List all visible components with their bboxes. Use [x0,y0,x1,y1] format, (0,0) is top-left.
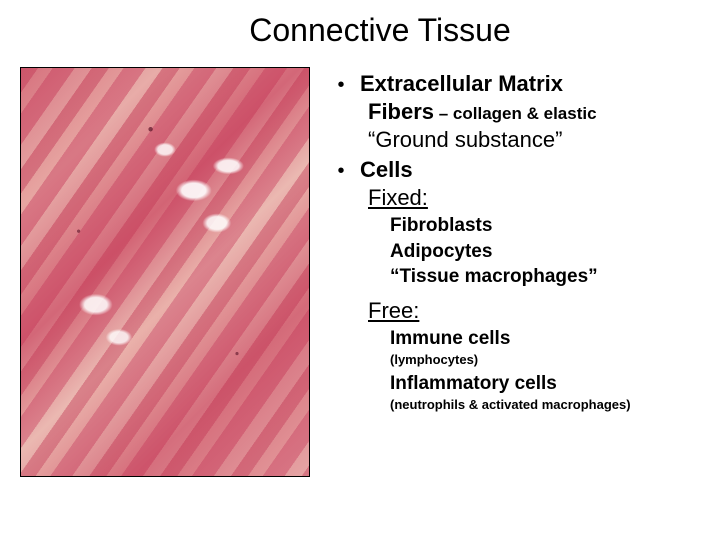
item-fibroblasts: Fibroblasts [390,213,700,239]
tissue-texture [21,68,309,476]
bullet-extracellular-matrix: • Extracellular Matrix [334,71,700,97]
histology-image [20,67,310,477]
paren-neutrophils: (neutrophils & activated macrophages) [390,397,700,413]
bullet-icon: • [334,161,348,181]
text-column: • Extracellular Matrix Fibers – collagen… [334,67,700,477]
item-adipocytes: Adipocytes [390,239,700,265]
bullet-cells: • Cells [334,157,700,183]
sub-fibers-bold: Fibers [368,99,434,124]
bullet-label: Extracellular Matrix [360,71,563,97]
bullet-label: Cells [360,157,413,183]
slide: Connective Tissue • Extracellular Matrix… [0,0,720,540]
sub-fibers: Fibers – collagen & elastic [368,99,700,125]
bullet-icon: • [334,75,348,95]
sub-ground-substance: “Ground substance” [368,127,700,153]
item-immune-cells: Immune cells [390,326,700,352]
item-inflammatory-cells: Inflammatory cells [390,371,700,397]
heading-fixed: Fixed: [368,185,700,211]
sub-fibers-suffix: – collagen & elastic [434,104,597,123]
heading-free: Free: [368,298,700,324]
paren-lymphocytes: (lymphocytes) [390,352,700,368]
slide-title: Connective Tissue [60,12,700,49]
item-tissue-macrophages: “Tissue macrophages” [390,264,700,290]
content-row: • Extracellular Matrix Fibers – collagen… [20,67,700,477]
